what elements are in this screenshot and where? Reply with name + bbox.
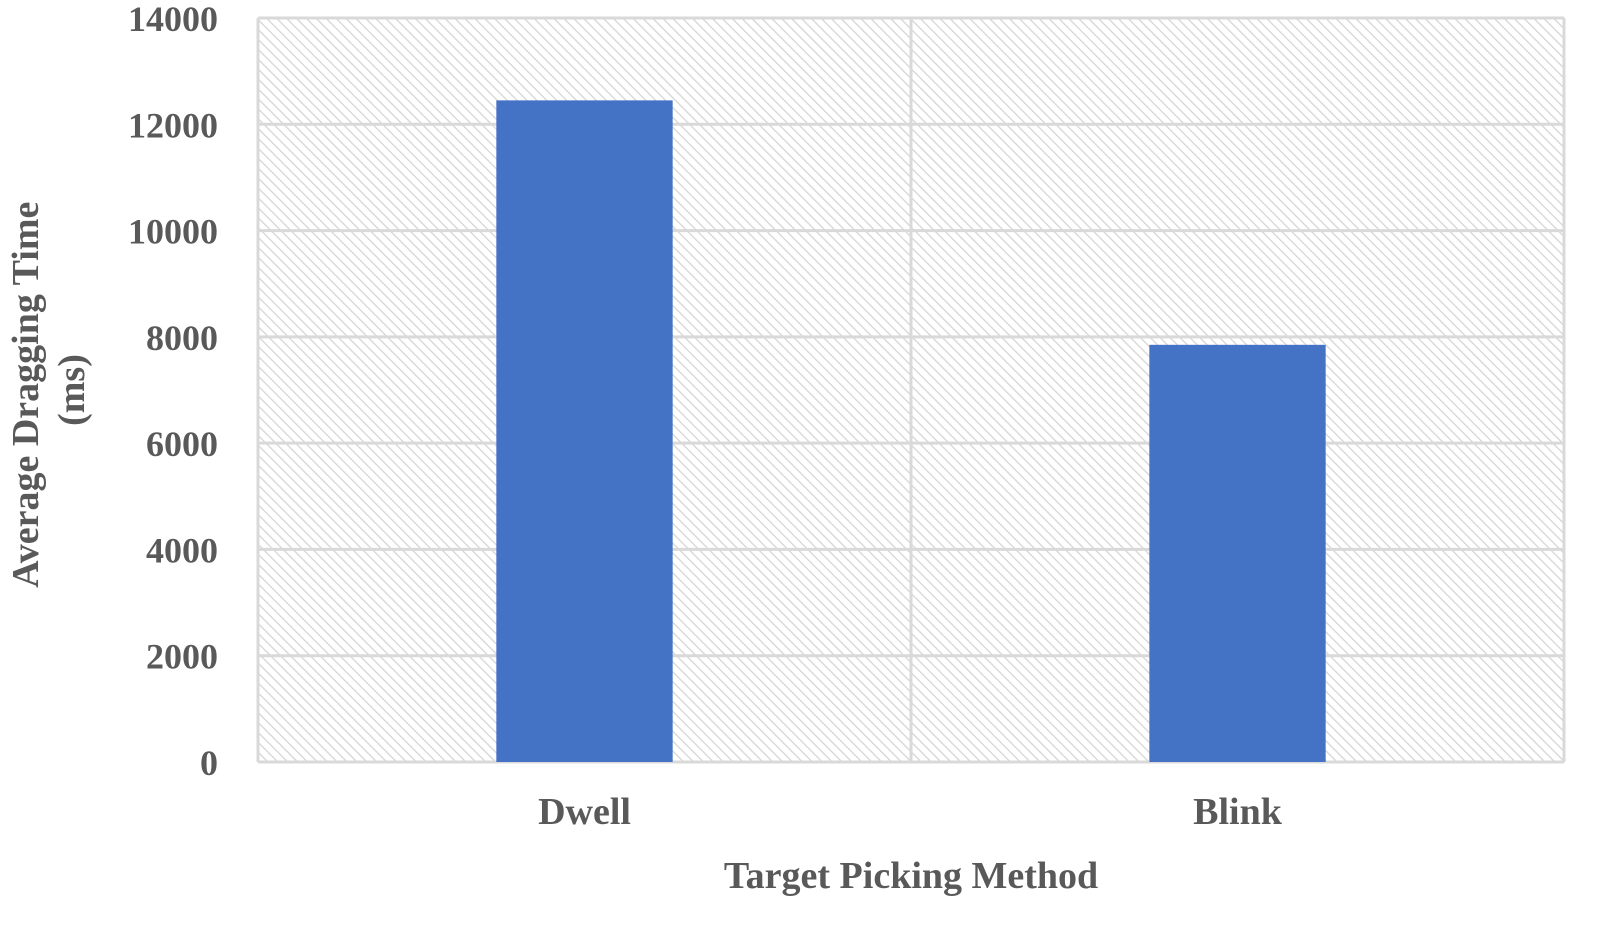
x-tick-label: Blink (1193, 791, 1283, 833)
y-tick-label: 8000 (146, 318, 218, 358)
y-axis-title-line-2: (ms) (51, 354, 93, 426)
y-tick-label: 2000 (146, 637, 218, 677)
y-tick-label: 4000 (146, 530, 218, 570)
y-tick-label: 6000 (146, 424, 218, 464)
y-tick-label: 12000 (128, 105, 218, 145)
y-tick-label: 0 (200, 743, 218, 783)
x-axis-title: Target Picking Method (724, 855, 1098, 897)
y-axis-title-line-1: Average Dragging Time (5, 202, 47, 588)
bar-blink (1149, 344, 1326, 762)
x-tick-label: Dwell (538, 791, 631, 833)
x-tick-labels: Dwell Blink (538, 791, 1283, 833)
y-axis-title: Average Dragging Time (ms) (5, 192, 93, 588)
y-tick-labels: 0 2000 4000 6000 8000 10000 12000 14000 (128, 0, 218, 783)
bar-dwell (496, 100, 673, 762)
grid-lines (256, 16, 1566, 764)
y-tick-label: 14000 (128, 0, 218, 39)
y-tick-label: 10000 (128, 212, 218, 252)
bars (496, 100, 1326, 762)
